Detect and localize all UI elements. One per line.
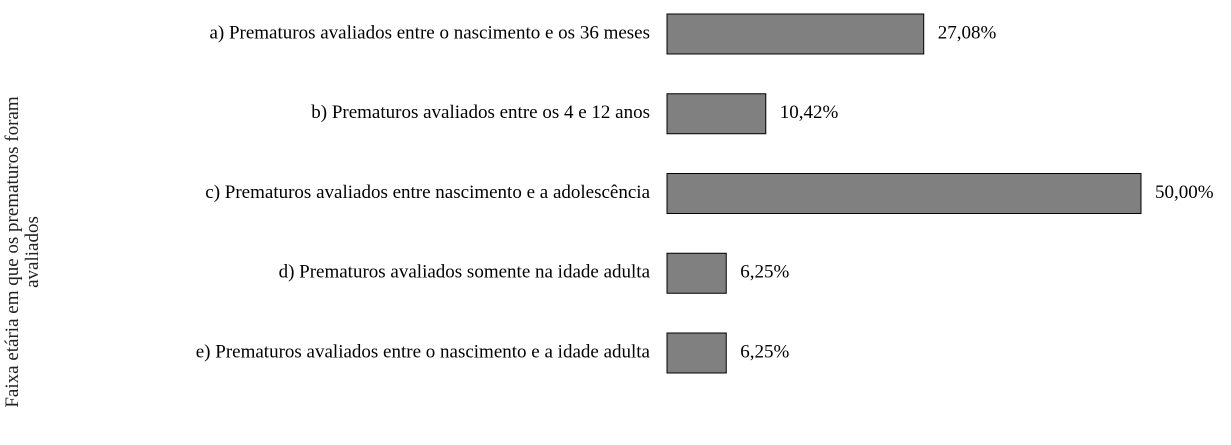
value-label: 6,25%	[740, 341, 789, 362]
category-label: b) Prematuros avaliados entre os 4 e 12 …	[311, 102, 650, 123]
category-label: e) Prematuros avaliados entre o nascimen…	[196, 341, 651, 362]
category-label: a) Prematuros avaliados entre o nascimen…	[209, 22, 650, 43]
category-label: c) Prematuros avaliados entre nascimento…	[205, 182, 650, 203]
y-axis-label: Faixa etária em que os prematuros foram …	[2, 96, 43, 408]
category-label: d) Prematuros avaliados somente na idade…	[279, 262, 651, 283]
value-label: 27,08%	[938, 22, 997, 43]
bar	[666, 252, 727, 294]
bar	[666, 13, 925, 55]
bar	[666, 93, 767, 135]
value-label: 10,42%	[780, 102, 839, 123]
value-label: 6,25%	[740, 262, 789, 283]
bar	[666, 173, 1142, 214]
bar	[666, 332, 727, 374]
value-label: 50,00%	[1155, 182, 1214, 203]
